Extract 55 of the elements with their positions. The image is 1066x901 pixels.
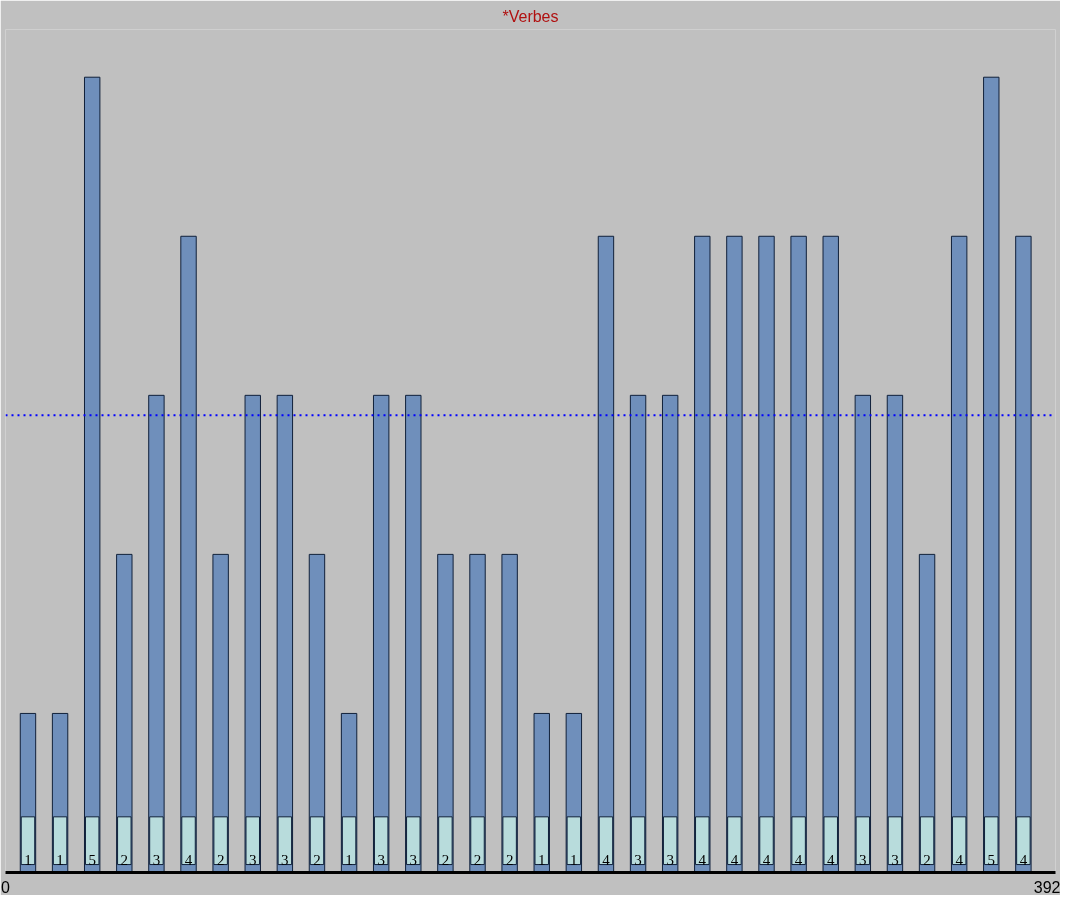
data-label: 1 [345, 851, 353, 868]
data-label: 1 [570, 851, 578, 868]
data-label: 2 [313, 851, 321, 868]
data-label: 4 [794, 851, 803, 868]
data-label: 2 [441, 851, 450, 868]
bar [726, 235, 743, 873]
data-label: 3 [891, 851, 899, 868]
bar [886, 394, 904, 873]
data-label: 3 [409, 851, 418, 868]
data-label: 4 [184, 851, 193, 868]
data-label: 5 [987, 851, 996, 868]
bar [148, 394, 165, 873]
x2-tick-label: 0 [1, 878, 11, 896]
data-label: 4 [955, 851, 964, 868]
data-label: 4 [826, 851, 835, 868]
bar [597, 235, 615, 873]
data-label: 4 [762, 851, 771, 868]
data-label: 2 [923, 851, 931, 868]
bar [244, 394, 261, 873]
bar [694, 235, 711, 873]
data-label: 4 [730, 851, 739, 868]
bar [405, 394, 422, 873]
data-label: 2 [120, 851, 129, 868]
data-label: 1 [56, 851, 64, 868]
x2-tick-label: 392 [1033, 878, 1061, 896]
bar [276, 394, 294, 873]
bar [372, 394, 390, 873]
data-label: 5 [88, 851, 96, 868]
data-label: 3 [281, 851, 289, 868]
bar [83, 76, 101, 873]
data-label: 3 [152, 851, 161, 868]
data-label: 1 [24, 851, 32, 868]
bar [180, 235, 197, 873]
bar [790, 235, 807, 873]
data-label: 2 [505, 851, 514, 868]
data-label: 2 [473, 851, 482, 868]
bar [758, 235, 775, 873]
chart-title: *Verbes [502, 7, 559, 25]
bar [854, 394, 872, 873]
data-label: 3 [859, 851, 867, 868]
bar [822, 235, 839, 873]
data-label: 3 [249, 851, 257, 868]
bar [983, 76, 1000, 873]
data-label: 4 [698, 851, 707, 868]
data-label: 3 [377, 851, 385, 868]
data-label: 3 [666, 851, 674, 868]
data-label: 1 [537, 851, 546, 868]
data-label: 2 [216, 851, 225, 868]
bar [950, 235, 968, 873]
bar [661, 394, 679, 873]
bar [1015, 235, 1032, 873]
bar [629, 394, 647, 873]
data-label: 3 [634, 851, 642, 868]
data-label: 4 [1019, 851, 1028, 868]
data-label: 4 [602, 851, 611, 868]
